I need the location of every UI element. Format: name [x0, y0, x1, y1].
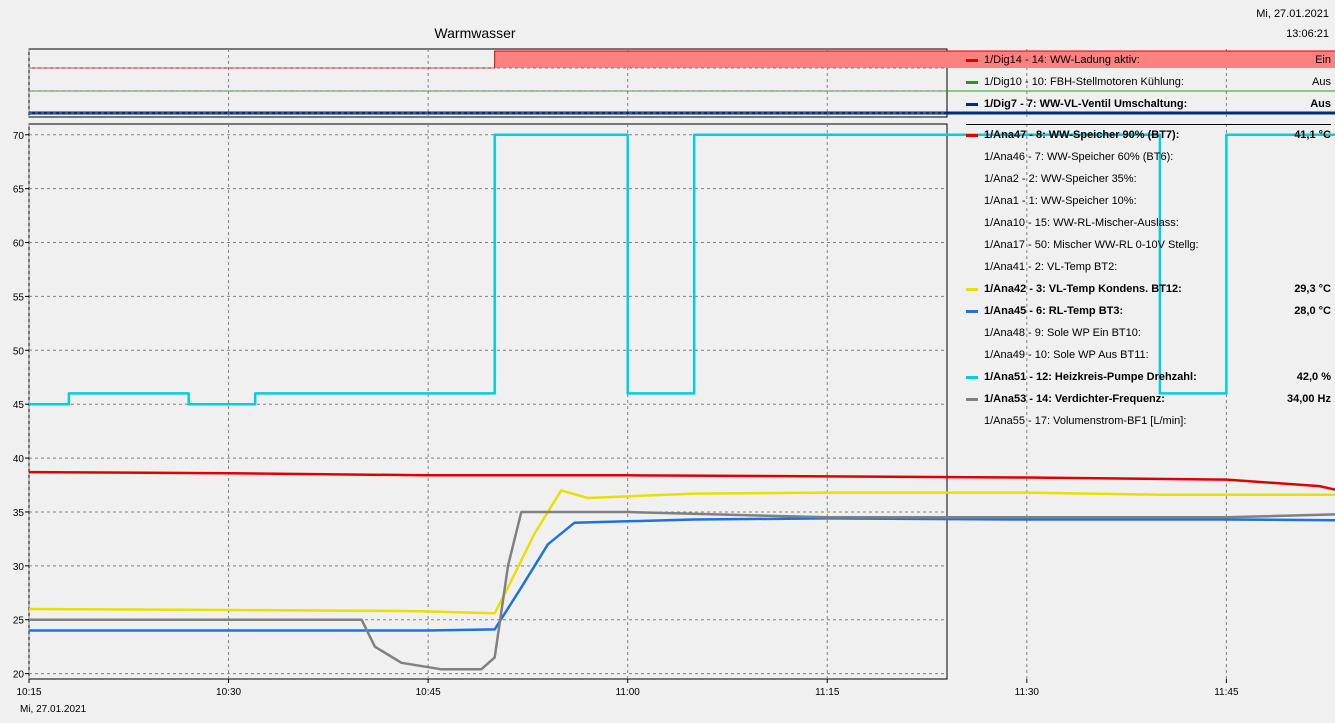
x-tick-label: 11:30 [1015, 687, 1040, 698]
legend-item[interactable]: 1/Dig7 - 7: WW-VL-Ventil Umschaltung: Aus [966, 95, 1331, 113]
legend-swatch [966, 332, 978, 335]
y-tick-label: 30 [13, 562, 25, 573]
x-tick-label: 11:00 [616, 687, 641, 698]
digital-series-line [29, 111, 1335, 115]
legend-label: 1/Ana2 - 2: WW-Speicher 35%: [984, 173, 1137, 185]
legend-label: 1/Ana17 - 50: Mischer WW-RL 0-10V Stellg… [984, 239, 1199, 251]
legend-value: 34,00 Hz [1286, 393, 1331, 405]
legend-item[interactable]: 1/Ana45 - 6: RL-Temp BT3: 28,0 °C [966, 302, 1331, 320]
legend-label: 1/Ana45 - 6: RL-Temp BT3: [984, 305, 1124, 317]
x-tick-label: 10:45 [416, 687, 441, 698]
digital-on-fill [494, 51, 1335, 68]
y-tick-label: 40 [13, 454, 25, 465]
legend-label: 1/Ana48 - 9: Sole WP Ein BT10: [984, 327, 1141, 339]
digital-series-line [29, 50, 1335, 69]
analog-series-line [29, 517, 1335, 632]
legend-value: Aus [1310, 98, 1331, 110]
legend-separator [966, 124, 1331, 125]
analog-plot-frame [28, 123, 948, 680]
legend-swatch [966, 309, 978, 313]
analog-series-line [29, 510, 1335, 671]
legend-label: 1/Ana46 - 7: WW-Speicher 60% (BT6): [984, 151, 1174, 163]
legend-label: 1/Ana55 - 17: Volumenstrom-BF1 [L/min]: [984, 415, 1187, 427]
x-tick-label: 11:45 [1214, 687, 1239, 698]
legend-item[interactable]: 1/Ana2 - 2: WW-Speicher 35%: [966, 170, 1331, 188]
legend-swatch [966, 58, 978, 62]
legend-label: 1/Ana10 - 15: WW-RL-Mischer-Auslass: [984, 217, 1179, 229]
legend-label: 1/Ana42 - 3: VL-Temp Kondens. BT12: [984, 283, 1182, 295]
legend-item[interactable]: 1/Ana47 - 8: WW-Speicher 90% (BT7): 41,1 … [966, 126, 1331, 144]
header-date: Mi, 27.01.2021 [1256, 8, 1329, 20]
legend-item[interactable]: 1/Ana10 - 15: WW-RL-Mischer-Auslass: [966, 214, 1331, 232]
chart-title: Warmwasser [434, 25, 515, 41]
legend-item[interactable]: 1/Ana42 - 3: VL-Temp Kondens. BT12: 29,3 … [966, 280, 1331, 298]
header-time: 13:06:21 [1286, 28, 1329, 40]
legend-swatch [966, 80, 978, 84]
y-tick-label: 45 [13, 400, 25, 411]
legend-label: 1/Ana47 - 8: WW-Speicher 90% (BT7): [984, 129, 1180, 141]
legend-swatch [966, 200, 978, 203]
y-tick-label: 25 [13, 616, 25, 627]
analog-signal-plot: 20 25 30 35 40 45 50 55 60 65 70 10:15 10:30 10:45 11:… [13, 123, 1335, 698]
legend-label: 1/Ana51 - 12: Heizkreis-Pumpe Drehzahl: [984, 371, 1197, 383]
legend-label: 1/Ana1 - 1: WW-Speicher 10%: [984, 195, 1137, 207]
legend-label: 1/Dig10 - 10: FBH-Stellmotoren Kühlung: [984, 76, 1184, 88]
legend-value: Aus [1312, 76, 1331, 88]
x-tick-label: 10:15 [16, 687, 41, 698]
footer-date: Mi, 27.01.2021 [20, 704, 87, 715]
legend-swatch [966, 156, 978, 159]
legend-swatch [966, 420, 978, 423]
legend-label: 1/Ana41 - 2: VL-Temp BT2: [984, 261, 1118, 273]
legend-item[interactable]: 1/Ana53 - 14: Verdichter-Frequenz: 34,00 … [966, 390, 1331, 408]
legend-item[interactable]: 1/Ana55 - 17: Volumenstrom-BF1 [L/min]: [966, 412, 1331, 430]
legend-swatch [966, 133, 978, 137]
legend-item[interactable]: 1/Ana17 - 50: Mischer WW-RL 0-10V Stellg… [966, 236, 1331, 254]
y-tick-label: 55 [13, 292, 25, 303]
y-tick-label: 60 [13, 239, 25, 250]
legend-value: Ein [1315, 54, 1331, 66]
legend-swatch [966, 244, 978, 247]
x-tick-label: 11:15 [815, 687, 840, 698]
legend-swatch [966, 375, 978, 379]
legend-swatch [966, 354, 978, 357]
legend-item[interactable]: 1/Ana41 - 2: VL-Temp BT2: [966, 258, 1331, 276]
legend-item[interactable]: 1/Dig10 - 10: FBH-Stellmotoren Kühlung: A… [966, 73, 1331, 91]
analog-series-line [29, 133, 1335, 406]
legend-label: 1/Dig7 - 7: WW-VL-Ventil Umschaltung: [984, 98, 1188, 110]
legend-item[interactable]: 1/Ana49 - 10: Sole WP Aus BT11: [966, 346, 1331, 364]
y-tick-label: 35 [13, 508, 25, 519]
legend-swatch [966, 102, 978, 106]
legend-item[interactable]: 1/Ana48 - 9: Sole WP Ein BT10: [966, 324, 1331, 342]
y-tick-label: 70 [13, 131, 25, 142]
legend-item[interactable]: 1/Ana1 - 1: WW-Speicher 10%: [966, 192, 1331, 210]
legend-label: 1/Dig14 - 14: WW-Ladung aktiv: [984, 54, 1140, 66]
legend-item[interactable]: 1/Ana46 - 7: WW-Speicher 60% (BT6): [966, 148, 1331, 166]
x-tick-label: 10:30 [216, 687, 241, 698]
legend-value: 42,0 % [1296, 371, 1331, 383]
legend-swatch [966, 397, 978, 401]
y-tick-label: 50 [13, 346, 25, 357]
legend-label: 1/Ana53 - 14: Verdichter-Frequenz: [984, 393, 1165, 405]
legend-swatch [966, 178, 978, 181]
legend-label: 1/Ana49 - 10: Sole WP Aus BT11: [984, 349, 1149, 361]
legend-value: 28,0 °C [1294, 305, 1331, 317]
legend-item[interactable]: 1/Dig14 - 14: WW-Ladung aktiv: Ein [966, 51, 1331, 69]
y-tick-label: 65 [13, 185, 25, 196]
analog-series-line [28, 470, 1335, 491]
y-tick-label: 20 [13, 670, 25, 681]
legend-value: 29,3 °C [1294, 283, 1331, 295]
legend-swatch [966, 222, 978, 225]
legend-swatch [966, 287, 978, 291]
legend-value: 41,1 °C [1294, 129, 1331, 141]
legend-swatch [966, 266, 978, 269]
legend-item[interactable]: 1/Ana51 - 12: Heizkreis-Pumpe Drehzahl: 4… [966, 368, 1331, 386]
digital-signal-plot [28, 48, 1335, 118]
